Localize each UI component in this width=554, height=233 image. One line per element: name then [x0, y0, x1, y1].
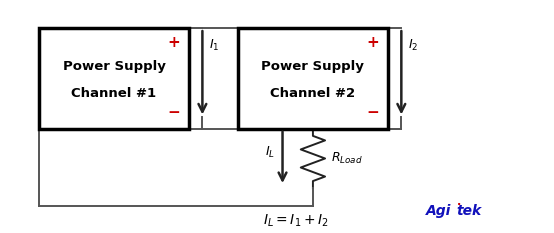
Text: Channel #2: Channel #2 — [270, 87, 356, 100]
Bar — [39, 28, 188, 129]
Text: ·: · — [456, 200, 461, 210]
Text: $I_L$: $I_L$ — [265, 145, 275, 160]
Text: Power Supply: Power Supply — [63, 60, 166, 73]
Text: +: + — [367, 35, 379, 50]
Text: $R_{Load}$: $R_{Load}$ — [331, 151, 362, 166]
Text: $I_L=I_1+I_2$: $I_L=I_1+I_2$ — [263, 212, 329, 229]
Text: Agi: Agi — [426, 204, 452, 218]
Text: $I_1$: $I_1$ — [209, 38, 219, 53]
Text: Channel #1: Channel #1 — [71, 87, 157, 100]
Text: tek: tek — [456, 204, 482, 218]
Text: Power Supply: Power Supply — [261, 60, 365, 73]
Text: −: − — [367, 105, 379, 120]
Bar — [238, 28, 387, 129]
Text: +: + — [167, 35, 180, 50]
Text: −: − — [167, 105, 180, 120]
Text: $I_2$: $I_2$ — [408, 38, 418, 53]
